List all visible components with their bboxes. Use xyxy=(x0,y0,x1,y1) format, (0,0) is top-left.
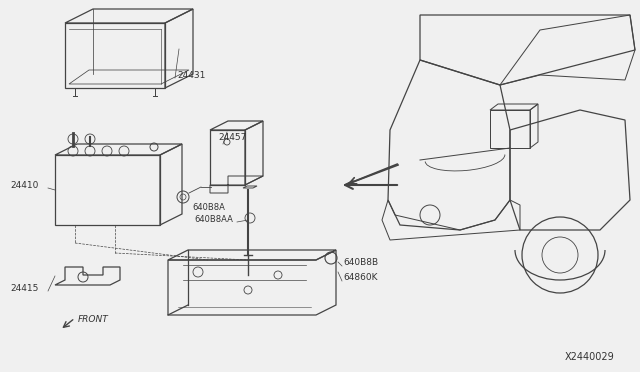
Text: 640B8AA: 640B8AA xyxy=(194,215,233,224)
Text: 24431: 24431 xyxy=(177,71,205,80)
Text: 64860K: 64860K xyxy=(343,273,378,282)
Text: 640B8B: 640B8B xyxy=(343,258,378,267)
Text: X2440029: X2440029 xyxy=(565,352,615,362)
Text: 640B8A: 640B8A xyxy=(192,203,225,212)
Text: 24415: 24415 xyxy=(10,284,38,293)
Text: 24457: 24457 xyxy=(218,133,246,142)
Text: FRONT: FRONT xyxy=(78,315,109,324)
Text: 24410: 24410 xyxy=(10,181,38,190)
